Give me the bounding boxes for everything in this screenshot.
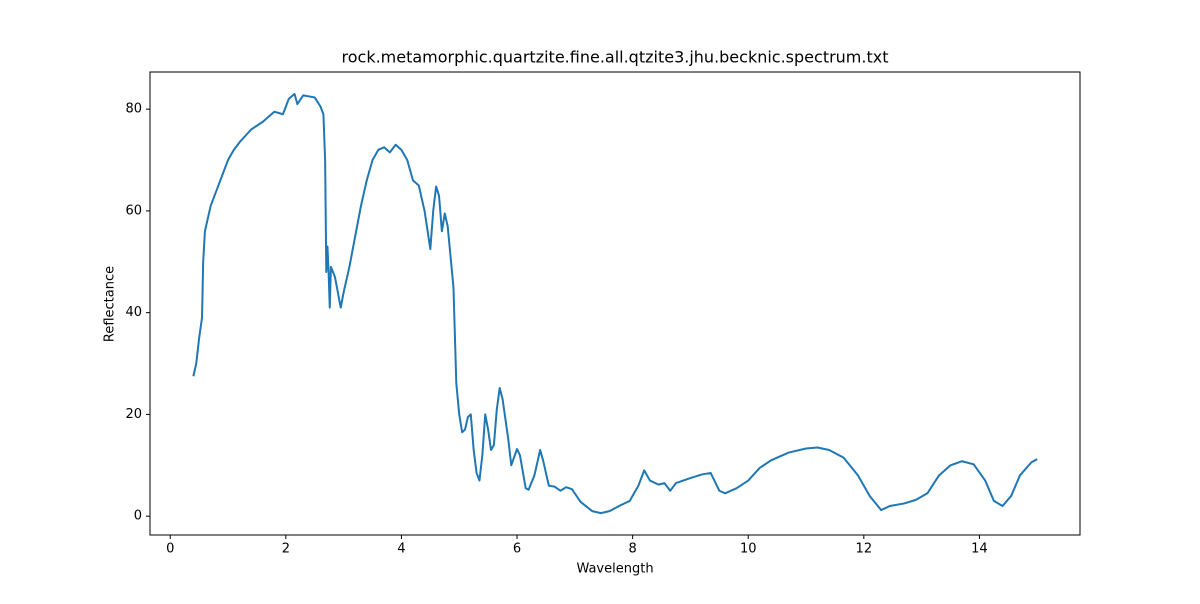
y-axis-label: Reflectance bbox=[103, 266, 118, 342]
y-tick-label: 20 bbox=[125, 407, 142, 422]
y-tick-label: 60 bbox=[125, 203, 142, 218]
data-line bbox=[192, 92, 1038, 515]
x-tick-label: 14 bbox=[971, 542, 988, 557]
x-tick-label: 6 bbox=[513, 542, 521, 557]
x-tick-label: 2 bbox=[282, 542, 290, 557]
x-tick-label: 4 bbox=[397, 542, 405, 557]
x-tick-label: 10 bbox=[740, 542, 757, 557]
chart-title: rock.metamorphic.quartzite.fine.all.qtzi… bbox=[342, 48, 889, 67]
plot-frame bbox=[149, 71, 1081, 536]
x-tick-label: 12 bbox=[856, 542, 873, 557]
x-tick-label: 8 bbox=[628, 542, 636, 557]
y-tick-label: 80 bbox=[125, 102, 142, 117]
y-tick-label: 0 bbox=[134, 509, 142, 524]
x-axis-label: Wavelength bbox=[576, 562, 653, 577]
x-tick-label: 0 bbox=[166, 542, 174, 557]
y-tick-label: 40 bbox=[125, 305, 142, 320]
